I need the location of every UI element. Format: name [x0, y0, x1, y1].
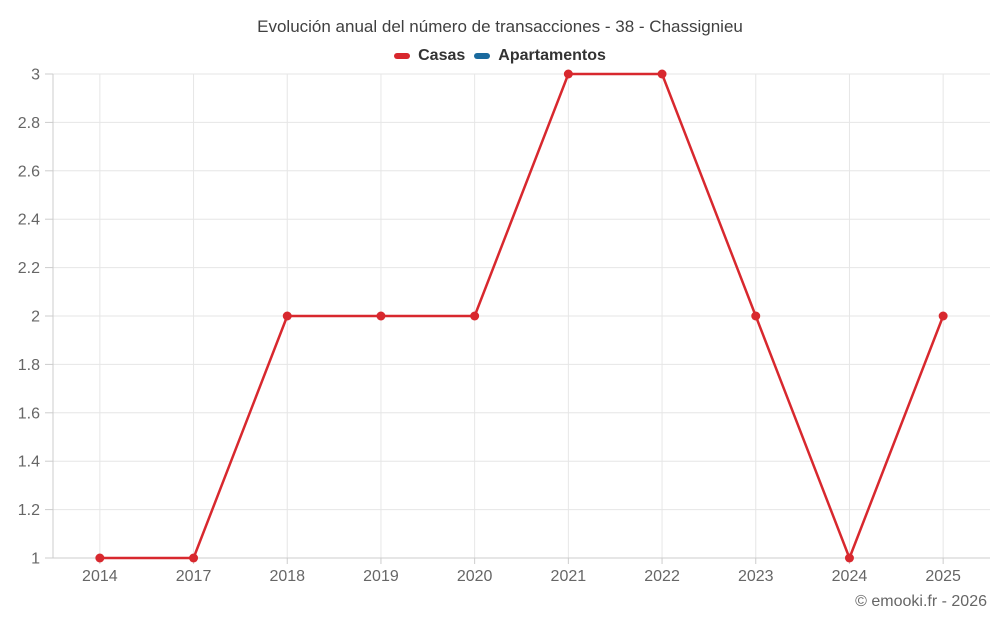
- y-axis-label: 2.2: [18, 260, 40, 277]
- y-axis-label: 2.8: [18, 115, 40, 132]
- x-axis-label: 2020: [457, 568, 493, 585]
- y-axis-label: 3: [31, 67, 40, 84]
- copyright-text: © emooki.fr - 2026: [855, 593, 987, 610]
- data-point[interactable]: [376, 311, 386, 321]
- y-axis-label: 2: [31, 309, 40, 326]
- y-axis-label: 2.6: [18, 163, 40, 180]
- x-axis-label: 2014: [82, 568, 118, 585]
- data-point[interactable]: [844, 553, 854, 563]
- y-axis-label: 1.2: [18, 502, 40, 519]
- legend-label: Casas: [418, 47, 466, 64]
- data-point[interactable]: [95, 553, 105, 563]
- x-axis-label: 2021: [551, 568, 587, 585]
- x-axis-label: 2019: [363, 568, 399, 585]
- y-axis-label: 1: [31, 551, 40, 568]
- data-point[interactable]: [938, 311, 948, 321]
- y-axis-label: 1.4: [18, 454, 40, 471]
- x-axis-label: 2022: [644, 568, 680, 585]
- x-axis-label: 2025: [925, 568, 961, 585]
- legend: Casas Apartamentos: [0, 47, 1000, 65]
- series-line-casas: [98, 72, 945, 560]
- data-point[interactable]: [751, 311, 761, 321]
- legend-item-apartamentos[interactable]: Apartamentos: [474, 47, 606, 65]
- legend-swatch-icon: [394, 53, 411, 59]
- data-point[interactable]: [657, 69, 667, 79]
- data-point[interactable]: [563, 69, 573, 79]
- legend-swatch-icon: [474, 53, 491, 59]
- y-axis-label: 1.8: [18, 357, 40, 374]
- x-axis-label: 2017: [176, 568, 212, 585]
- x-axis-label: 2024: [832, 568, 868, 585]
- data-point[interactable]: [470, 311, 480, 321]
- x-axis-label: 2023: [738, 568, 774, 585]
- data-point[interactable]: [189, 553, 199, 563]
- chart-title: Evolución anual del número de transaccio…: [257, 17, 743, 36]
- y-axis-label: 1.6: [18, 405, 40, 422]
- x-axis-label: 2018: [269, 568, 305, 585]
- y-axis-label: 2.4: [18, 212, 40, 229]
- data-point[interactable]: [282, 311, 292, 321]
- legend-item-casas[interactable]: Casas: [394, 47, 465, 65]
- legend-label: Apartamentos: [498, 47, 606, 64]
